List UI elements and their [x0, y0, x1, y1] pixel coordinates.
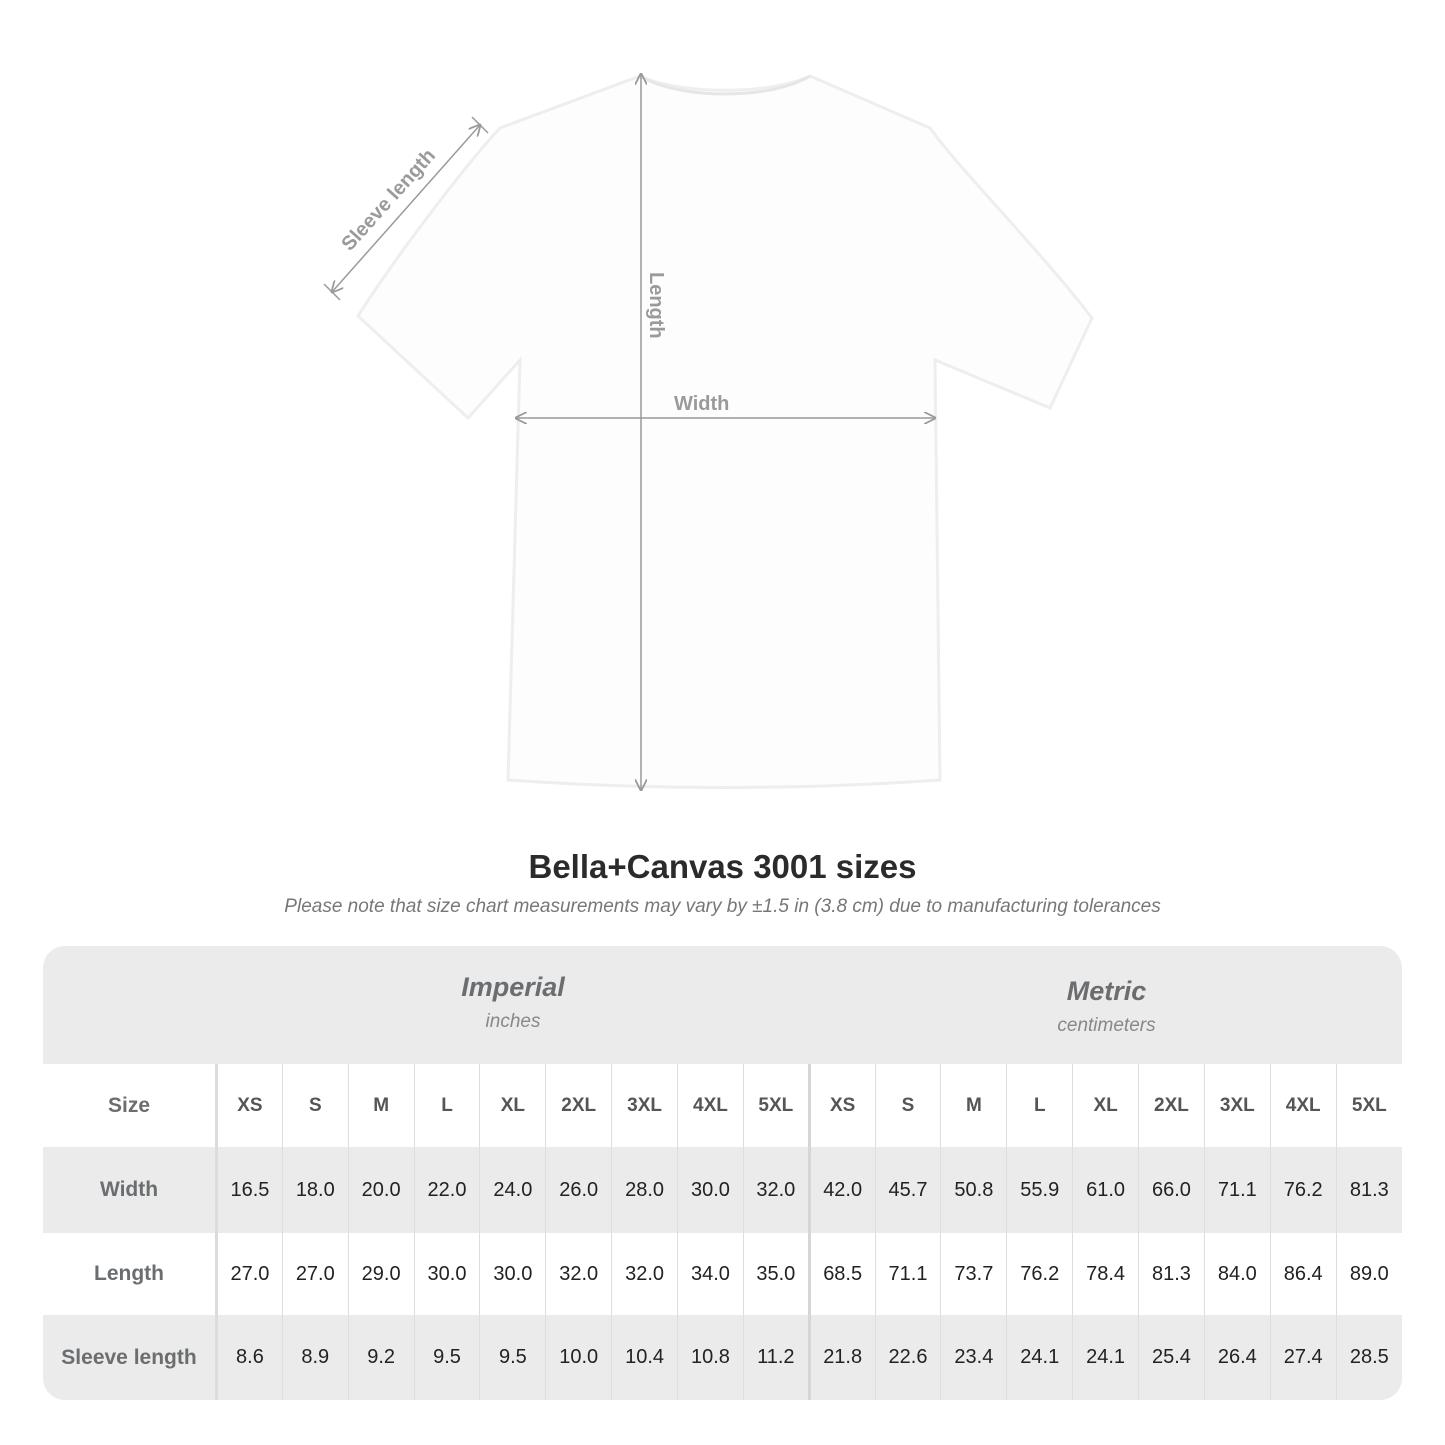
metric-unit: centimeters — [1057, 1015, 1156, 1036]
imperial-header: Imperial inches — [215, 946, 811, 1064]
imperial-title: Imperial — [461, 972, 565, 1002]
table-row: Width 16.5 18.0 20.0 22.0 24.0 26.0 28.0 30.0 32.… — [43, 1147, 1402, 1233]
imperial-value-cell: 28.0 — [611, 1147, 678, 1233]
metric-value-cell: 81.3 — [1335, 1147, 1402, 1233]
metric-value-cell: 86.4 — [1269, 1233, 1337, 1315]
imperial-value-cell: 10.4 — [611, 1315, 678, 1400]
metric-value-cell: 28.5 — [1335, 1315, 1402, 1400]
imperial-value-cell: 24.0 — [479, 1147, 546, 1233]
width-label: Width — [674, 393, 729, 415]
tolerance-note: Please note that size chart measurements… — [284, 896, 1161, 917]
imperial-size-2xl: 2XL — [545, 1064, 612, 1147]
imperial-value-cell: 10.0 — [545, 1315, 612, 1400]
size-header-label: Size — [43, 1064, 218, 1147]
tshirt-shape — [356, 74, 1094, 789]
imperial-value-cell: 10.8 — [677, 1315, 744, 1400]
metric-value-cell: 68.5 — [807, 1233, 876, 1315]
metric-size-2xl: 2XL — [1138, 1064, 1205, 1147]
metric-value-cell: 26.4 — [1203, 1315, 1271, 1400]
imperial-value-cell: 27.0 — [216, 1233, 283, 1315]
imperial-size-5xl: 5XL — [742, 1064, 810, 1147]
imperial-value-cell: 32.0 — [611, 1233, 678, 1315]
metric-value-cell: 78.4 — [1072, 1233, 1139, 1315]
metric-value-cell: 55.9 — [1006, 1147, 1073, 1233]
imperial-value-cell: 9.5 — [479, 1315, 546, 1400]
imperial-size-xl: XL — [479, 1064, 546, 1147]
imperial-value-cell: 9.5 — [413, 1315, 480, 1400]
imperial-value-cell: 11.2 — [742, 1315, 810, 1400]
metric-value-cell: 23.4 — [940, 1315, 1007, 1400]
imperial-value-cell: 30.0 — [677, 1147, 744, 1233]
metric-value-cell: 71.1 — [1203, 1147, 1271, 1233]
imperial-value-cell: 8.6 — [216, 1315, 283, 1400]
imperial-value-cell: 18.0 — [281, 1147, 349, 1233]
tshirt-diagram: Sleeve length Length Width — [323, 0, 1094, 820]
metric-value-cell: 81.3 — [1138, 1233, 1205, 1315]
imperial-value-cell: 30.0 — [413, 1233, 480, 1315]
metric-size-l: L — [1006, 1064, 1073, 1147]
imperial-value-cell: 30.0 — [479, 1233, 546, 1315]
imperial-size-4xl: 4XL — [677, 1064, 744, 1147]
metric-size-4xl: 4XL — [1269, 1064, 1337, 1147]
metric-value-cell: 25.4 — [1138, 1315, 1205, 1400]
page-title: Bella+Canvas 3001 sizes — [528, 848, 917, 885]
imperial-value-cell: 22.0 — [413, 1147, 480, 1233]
metric-value-cell: 50.8 — [940, 1147, 1007, 1233]
imperial-value-cell: 26.0 — [545, 1147, 612, 1233]
metric-value-cell: 22.6 — [874, 1315, 941, 1400]
metric-value-cell: 21.8 — [807, 1315, 876, 1400]
metric-value-cell: 76.2 — [1006, 1233, 1073, 1315]
imperial-size-m: M — [347, 1064, 415, 1147]
imperial-value-cell: 32.0 — [545, 1233, 612, 1315]
metric-size-s: S — [874, 1064, 941, 1147]
metric-value-cell: 42.0 — [807, 1147, 876, 1233]
imperial-size-l: L — [413, 1064, 480, 1147]
metric-value-cell: 24.1 — [1072, 1315, 1139, 1400]
imperial-size-3xl: 3XL — [611, 1064, 678, 1147]
imperial-size-s: S — [281, 1064, 349, 1147]
imperial-value-cell: 35.0 — [742, 1233, 810, 1315]
metric-size-xl: XL — [1072, 1064, 1139, 1147]
imperial-value-cell: 8.9 — [281, 1315, 349, 1400]
imperial-value-cell: 20.0 — [347, 1147, 415, 1233]
row-label: Width — [43, 1147, 218, 1233]
metric-value-cell: 76.2 — [1269, 1147, 1337, 1233]
imperial-value-cell: 9.2 — [347, 1315, 415, 1400]
metric-header: Metric centimeters — [811, 946, 1402, 1064]
metric-value-cell: 27.4 — [1269, 1315, 1337, 1400]
metric-value-cell: 71.1 — [874, 1233, 941, 1315]
metric-size-xs: XS — [807, 1064, 876, 1147]
imperial-value-cell: 29.0 — [347, 1233, 415, 1315]
size-table: Size XS S M L XL 2XL 3XL 4XL 5XL XS S M L XL 2XL 3XL 4XL 5… — [43, 1064, 1402, 1400]
length-label: Length — [645, 272, 667, 339]
imperial-value-cell: 34.0 — [677, 1233, 744, 1315]
imperial-value-cell: 16.5 — [216, 1147, 283, 1233]
row-label: Length — [43, 1233, 218, 1315]
metric-value-cell: 45.7 — [874, 1147, 941, 1233]
metric-value-cell: 73.7 — [940, 1233, 1007, 1315]
metric-value-cell: 61.0 — [1072, 1147, 1139, 1233]
sleeve-measure-line — [332, 125, 480, 292]
table-row: Length 27.0 27.0 29.0 30.0 30.0 32.0 32.0 34.0 35… — [43, 1233, 1402, 1315]
metric-title: Metric — [1066, 976, 1147, 1006]
table-row: Sleeve length 8.6 8.9 9.2 9.5 9.5 10.0 10.4 10.8… — [43, 1315, 1402, 1400]
metric-value-cell: 89.0 — [1335, 1233, 1402, 1315]
imperial-value-cell: 27.0 — [281, 1233, 349, 1315]
metric-size-m: M — [940, 1064, 1007, 1147]
imperial-size-xs: XS — [216, 1064, 283, 1147]
imperial-unit: inches — [485, 1011, 541, 1032]
metric-value-cell: 84.0 — [1203, 1233, 1271, 1315]
metric-value-cell: 24.1 — [1006, 1315, 1073, 1400]
metric-size-5xl: 5XL — [1335, 1064, 1402, 1147]
size-chart: Imperial inches Metric centimeters Size X… — [43, 946, 1402, 1400]
size-header-row: Size XS S M L XL 2XL 3XL 4XL 5XL XS S M L XL 2XL 3XL 4XL 5… — [43, 1064, 1402, 1147]
imperial-value-cell: 32.0 — [742, 1147, 810, 1233]
metric-size-3xl: 3XL — [1203, 1064, 1271, 1147]
metric-value-cell: 66.0 — [1138, 1147, 1205, 1233]
row-label: Sleeve length — [43, 1315, 218, 1400]
